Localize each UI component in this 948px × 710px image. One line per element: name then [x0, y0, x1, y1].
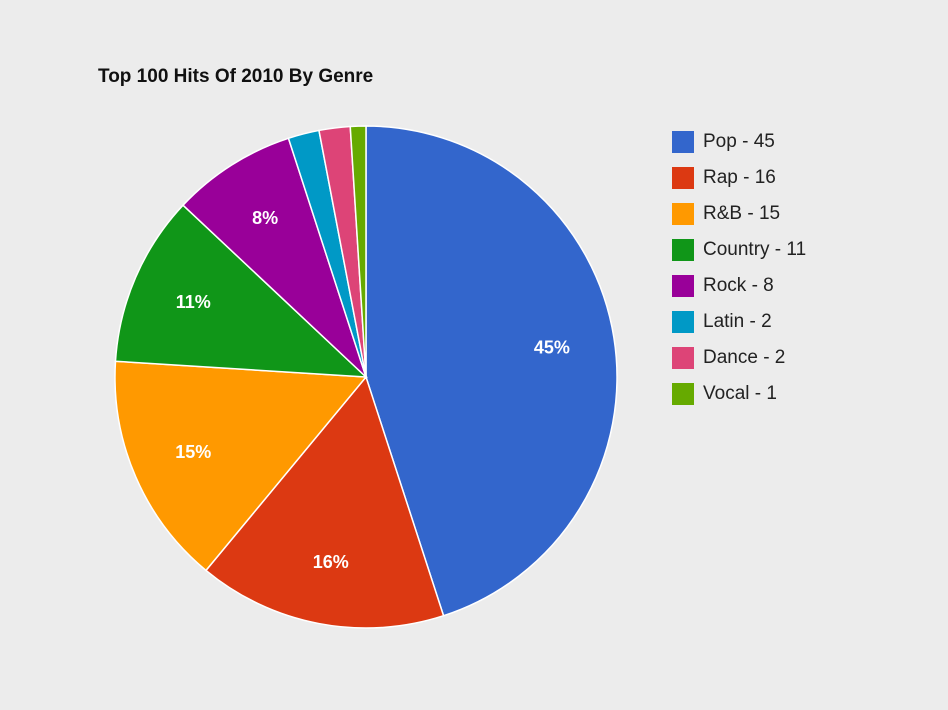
legend-item-vocal: Vocal - 1	[672, 376, 806, 412]
legend-label: Latin - 2	[703, 311, 772, 332]
legend-item-dance: Dance - 2	[672, 340, 806, 376]
pie-slice-rap	[204, 375, 445, 629]
legend-label: Dance - 2	[703, 347, 786, 368]
slice-label-rock: 8%	[252, 208, 278, 228]
legend-label: Rock - 8	[703, 275, 774, 296]
legend-item-pop: Pop - 45	[672, 124, 806, 160]
legend-label: Vocal - 1	[703, 383, 777, 404]
legend-swatch	[672, 239, 694, 261]
legend-swatch	[672, 311, 694, 333]
pie-slices	[114, 125, 618, 629]
legend-item-rap: Rap - 16	[672, 160, 806, 196]
legend-label: R&B - 15	[703, 203, 781, 224]
legend-label: Pop - 45	[703, 131, 775, 152]
legend-item-latin: Latin - 2	[672, 304, 806, 340]
slice-label-rap: 16%	[313, 552, 349, 572]
legend-item-r-b: R&B - 15	[672, 196, 806, 232]
legend-swatch	[672, 383, 694, 405]
legend-label: Country - 11	[703, 239, 807, 260]
chart-title: Top 100 Hits Of 2010 By Genre	[98, 66, 374, 87]
pie-slice-labels: 45% 16% 15% 11% 8%	[175, 208, 570, 572]
legend-item-country: Country - 11	[672, 232, 806, 268]
legend-swatch	[672, 203, 694, 225]
slice-label-country: 11%	[176, 292, 211, 312]
pie-slice-r-b	[114, 360, 368, 572]
pie-slice-rock	[181, 137, 367, 378]
legend-swatch	[672, 131, 694, 153]
legend-swatch	[672, 275, 694, 297]
legend-swatch	[672, 167, 694, 189]
pie-slice-pop	[365, 125, 618, 617]
legend-item-rock: Rock - 8	[672, 268, 806, 304]
pie-slice-country	[114, 204, 369, 378]
legend-label: Rap - 16	[703, 167, 776, 188]
pie-slice-vocal	[349, 125, 367, 378]
slice-label-r-b: 15%	[175, 442, 211, 462]
legend-swatch	[672, 347, 694, 369]
slice-label-pop: 45%	[534, 338, 570, 358]
chart-legend: Pop - 45 Rap - 16 R&B - 15 Country - 11 Rock…	[672, 124, 806, 412]
